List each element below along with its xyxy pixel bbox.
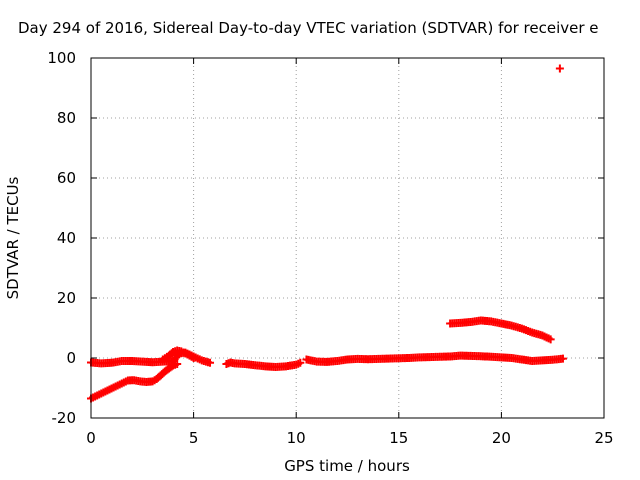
y-tick-label: 60 [57,169,76,187]
x-axis-label: GPS time / hours [284,457,410,475]
data-point [173,360,182,368]
y-tick-label: 20 [57,289,76,307]
x-tick-label: 20 [492,429,511,447]
y-tick-label: 40 [57,229,76,247]
y-tick-label: 80 [57,109,76,127]
y-tick-label: 100 [47,49,76,67]
y-axis-label: SDTVAR / TECUs [4,176,22,299]
axis-ticks: 0 5 10 15 20 25 -20 0 20 40 60 80 100 [47,49,613,447]
chart-title: Day 294 of 2016, Sidereal Day-to-day VTE… [18,19,599,37]
data-point [546,335,555,344]
data-point [206,358,215,367]
data-point [555,64,564,73]
x-tick-label: 15 [389,429,408,447]
grid-lines [91,58,604,418]
y-tick-label: -20 [52,409,77,427]
y-tick-label: 0 [66,349,76,367]
data-point [189,354,198,362]
data-points [87,64,567,403]
x-tick-label: 0 [86,429,96,447]
x-tick-label: 5 [189,429,199,447]
x-tick-label: 25 [594,429,613,447]
data-point [558,354,567,363]
data-point [296,358,305,367]
x-tick-label: 10 [287,429,306,447]
